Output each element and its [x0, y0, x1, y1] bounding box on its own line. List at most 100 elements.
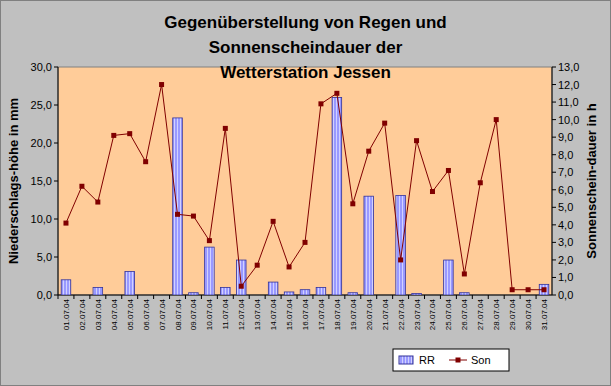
y-tick-label: 5,0 [37, 251, 52, 263]
x-tick [105, 295, 106, 299]
x-tick [488, 295, 489, 299]
marker [111, 133, 116, 138]
bar [221, 287, 231, 295]
bar [77, 295, 87, 296]
y-tick [54, 295, 58, 296]
x-tick [281, 295, 282, 299]
y-tick-label: 20,0 [31, 137, 52, 149]
x-tick [344, 295, 345, 299]
bar [93, 287, 103, 295]
bar [396, 195, 406, 295]
marker [334, 91, 339, 96]
marker [271, 219, 276, 224]
legend-label: RR [419, 354, 435, 366]
legend-swatch [399, 356, 413, 364]
marker [510, 287, 515, 292]
y2-tick [552, 295, 556, 296]
bar [173, 118, 183, 295]
bar [252, 295, 262, 296]
y-tick-label: 30,0 [31, 61, 52, 73]
title-line: Sonnenscheindauer der [209, 38, 403, 57]
x-tick-label: 15.07.04 [285, 298, 294, 330]
y-tick [54, 143, 58, 144]
marker [366, 149, 371, 154]
x-tick [169, 295, 170, 299]
y2-tick [552, 189, 556, 190]
marker [255, 263, 260, 268]
x-tick-label: 26.07.04 [460, 298, 469, 330]
x-tick [312, 295, 313, 299]
y2-tick-label: 9,0 [558, 131, 573, 143]
y2-tick-label: 5,0 [558, 201, 573, 213]
y-tick [54, 257, 58, 258]
y2-tick-label: 0,0 [558, 289, 573, 301]
x-tick-label: 08.07.04 [174, 298, 183, 330]
y2-tick [552, 119, 556, 120]
x-tick [185, 295, 186, 299]
marker [175, 212, 180, 217]
marker [303, 240, 308, 245]
x-tick-label: 18.07.04 [333, 298, 342, 330]
bar [300, 290, 310, 295]
x-tick-label: 01.07.04 [62, 298, 71, 330]
bar [205, 247, 215, 295]
x-tick [472, 295, 473, 299]
marker [382, 121, 387, 126]
data-marks [61, 82, 549, 295]
x-tick [217, 295, 218, 299]
y-axis-label: Niederschlags-höhe in mm [6, 98, 21, 264]
x-tick-label: 06.07.04 [142, 298, 151, 330]
y2-tick-label: 8,0 [558, 149, 573, 161]
bar [109, 295, 119, 296]
y-tick-label: 10,0 [31, 213, 52, 225]
y-tick-label: 0,0 [37, 289, 52, 301]
marker [207, 238, 212, 243]
marker [526, 287, 531, 292]
y-tick [54, 219, 58, 220]
bar [476, 295, 486, 296]
marker [143, 159, 148, 164]
y2-tick-label: 13,0 [558, 61, 579, 73]
x-tick [408, 295, 409, 299]
bar [125, 271, 135, 295]
y2-axis-label: Sonnenschein-dauer in h [584, 103, 599, 258]
marker [414, 138, 419, 143]
x-tick [89, 295, 90, 299]
x-tick-label: 30.07.04 [524, 298, 533, 330]
title: Gegenüberstellung von Regen undSonnensch… [164, 13, 446, 82]
x-tick-label: 07.07.04 [158, 298, 167, 330]
x-tick-label: 29.07.04 [508, 298, 517, 330]
marker [542, 287, 547, 292]
y2-tick [552, 84, 556, 85]
axes: 0,05,010,015,020,025,030,00,01,02,03,04,… [31, 61, 580, 330]
y2-tick-label: 12,0 [558, 79, 579, 91]
x-tick [456, 295, 457, 299]
x-tick-label: 11.07.04 [221, 298, 230, 329]
x-tick [328, 295, 329, 299]
x-tick-label: 09.07.04 [189, 298, 198, 330]
chart: Gegenüberstellung von Regen undSonnensch… [0, 0, 611, 386]
y2-tick [552, 207, 556, 208]
bar [444, 260, 454, 295]
x-tick [376, 295, 377, 299]
x-tick [392, 295, 393, 299]
bar [412, 293, 422, 295]
x-tick-label: 22.07.04 [397, 298, 406, 330]
line [66, 85, 544, 290]
x-tick [440, 295, 441, 299]
marker [478, 180, 483, 185]
y2-axis-line [552, 67, 553, 295]
x-tick-label: 14.07.04 [269, 298, 278, 330]
marker [79, 184, 84, 189]
y2-tick-label: 4,0 [558, 219, 573, 231]
x-tick [360, 295, 361, 299]
y2-tick [552, 242, 556, 243]
bar [332, 97, 342, 295]
x-tick [121, 295, 122, 299]
x-tick-label: 13.07.04 [253, 298, 262, 330]
bar [460, 293, 470, 295]
bar [284, 292, 294, 295]
marker [446, 168, 451, 173]
y2-tick-label: 11,0 [558, 96, 579, 108]
bar [364, 196, 374, 295]
